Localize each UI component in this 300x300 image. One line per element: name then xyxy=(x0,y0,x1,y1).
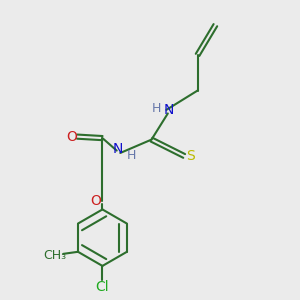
Text: O: O xyxy=(91,194,101,208)
Text: CH₃: CH₃ xyxy=(43,249,66,262)
Text: H: H xyxy=(151,102,160,115)
Text: N: N xyxy=(113,142,123,155)
Text: O: O xyxy=(66,130,77,144)
Text: S: S xyxy=(186,149,194,163)
Text: N: N xyxy=(164,103,174,117)
Text: Cl: Cl xyxy=(96,280,109,294)
Text: H: H xyxy=(127,149,136,162)
